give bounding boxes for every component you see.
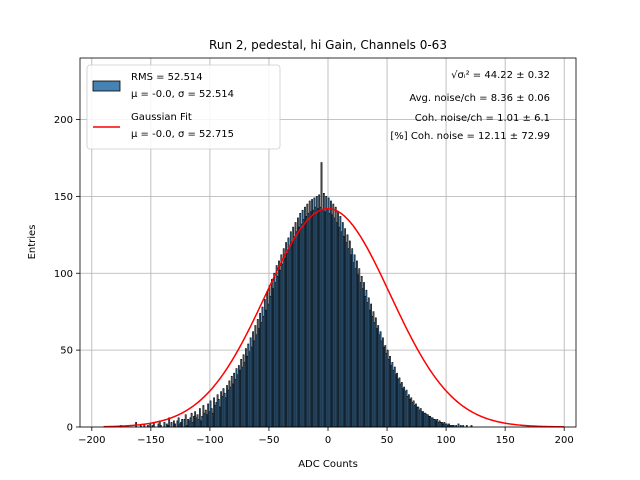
legend-box — [86, 64, 281, 150]
legend-label-histogram: RMS = 52.514 — [131, 72, 203, 83]
y-tick-label: 0 — [67, 423, 73, 434]
stat-coh-noise-pct: [%] Coh. noise = 12.11 ± 72.99 — [390, 131, 550, 142]
x-tick-label: 50 — [381, 435, 394, 446]
stats-block: √σᵢ² = 44.22 ± 0.32 Avg. noise/ch = 8.36… — [390, 70, 550, 142]
stat-coh-noise: Coh. noise/ch = 1.01 ± 6.1 — [415, 113, 550, 124]
legend: RMS = 52.514 μ = -0.0, σ = 52.514 Gaussi… — [86, 64, 281, 150]
x-tick-label: −150 — [137, 435, 164, 446]
legend-sub-histogram: μ = -0.0, σ = 52.514 — [131, 89, 234, 100]
x-tick-label: 100 — [437, 435, 456, 446]
y-tick-label: 100 — [54, 269, 73, 280]
histogram-bar — [163, 422, 166, 428]
gaussian-fit-line — [103, 207, 565, 428]
stat-sigma-sqrt: √σᵢ² = 44.22 ± 0.32 — [451, 70, 550, 81]
histogram-bar — [181, 419, 184, 428]
histogram-bar — [170, 422, 173, 428]
chart-title: Run 2, pedestal, hi Gain, Channels 0-63 — [209, 38, 447, 52]
legend-label-fit: Gaussian Fit — [131, 112, 192, 123]
histogram-bar — [149, 423, 152, 428]
y-tick-label: 50 — [60, 346, 73, 357]
x-tick-label: −50 — [258, 435, 279, 446]
x-tick-label: 150 — [496, 435, 515, 446]
legend-swatch-histogram — [92, 80, 121, 92]
y-tick-label: 150 — [54, 192, 73, 203]
x-tick-label: 0 — [325, 435, 331, 446]
y-tick-label: 200 — [54, 115, 73, 126]
x-tick-label: −100 — [196, 435, 223, 446]
y-axis-ticks: 0 50 100 150 200 — [54, 115, 80, 434]
y-axis-label: Entries — [27, 225, 38, 260]
x-tick-label: −200 — [78, 435, 105, 446]
histogram-bar — [174, 423, 176, 428]
histogram-bar — [184, 414, 187, 428]
histogram-bar — [457, 423, 460, 428]
x-axis-label: ADC Counts — [298, 459, 358, 470]
x-axis-ticks: −200 −150 −100 −50 0 50 100 150 200 — [78, 427, 574, 446]
legend-sub-fit: μ = -0.0, σ = 52.715 — [131, 129, 234, 140]
stat-avg-noise: Avg. noise/ch = 8.36 ± 0.06 — [409, 93, 550, 104]
histogram-bars — [119, 162, 473, 428]
x-tick-label: 200 — [555, 435, 574, 446]
